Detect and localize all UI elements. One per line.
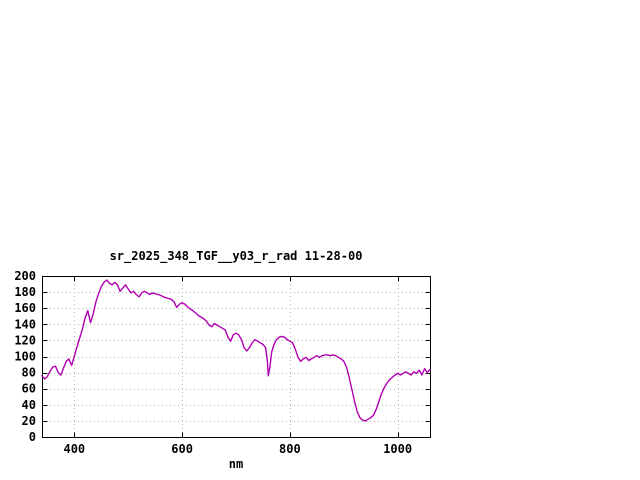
y-tick-label: 160 bbox=[14, 301, 36, 315]
y-tick-label: 180 bbox=[14, 285, 36, 299]
x-tick-label: 1000 bbox=[383, 442, 412, 456]
y-tick-label: 120 bbox=[14, 333, 36, 347]
x-axis-label: nm bbox=[228, 457, 244, 471]
y-tick-label: 40 bbox=[22, 398, 36, 412]
spectrum-line bbox=[41, 279, 431, 422]
x-tick-label: 800 bbox=[279, 442, 301, 456]
y-tick-label: 60 bbox=[22, 382, 36, 396]
y-tick-label: 140 bbox=[14, 317, 36, 331]
y-tick-label: 100 bbox=[14, 350, 36, 364]
plot-border bbox=[42, 276, 431, 438]
y-tick-label: 0 bbox=[29, 430, 36, 444]
x-tick-label: 600 bbox=[171, 442, 193, 456]
x-tick-label: 400 bbox=[63, 442, 85, 456]
y-tick-label: 20 bbox=[22, 414, 36, 428]
y-tick-label: 200 bbox=[14, 269, 36, 283]
y-tick-label: 80 bbox=[22, 366, 36, 380]
chart-title: sr_2025_348_TGF__y03_r_rad 11-28-00 bbox=[109, 249, 363, 263]
